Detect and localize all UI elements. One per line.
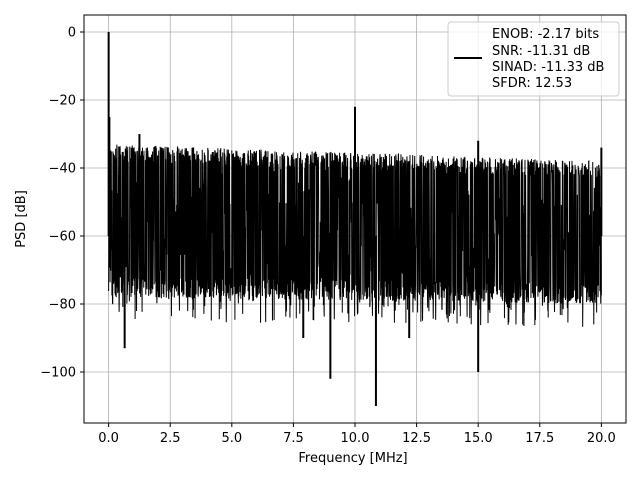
y-tick-label: −80 — [49, 298, 76, 313]
x-tick-label: 5.0 — [221, 431, 242, 446]
spikes — [107, 32, 603, 406]
x-tick-label: 0.0 — [98, 431, 119, 446]
y-tick-label: −40 — [49, 162, 76, 177]
x-tick-label: 2.5 — [160, 431, 181, 446]
legend-box — [447, 21, 620, 97]
legend: ENOB: -2.17 bits SNR: -11.31 dB SINAD: -… — [447, 21, 620, 97]
y-tick-label: −100 — [40, 366, 76, 381]
y-axis-ticks: 0 −20 −40 −60 −80 −100 — [40, 26, 84, 381]
y-axis-label: PSD [dB] — [14, 190, 29, 248]
legend-line-snr: SNR: -11.31 dB — [492, 44, 590, 59]
x-tick-label: 12.5 — [402, 431, 431, 446]
x-axis-ticks: 0.0 2.5 5.0 7.5 10.0 12.5 15.0 17.5 20.0 — [98, 423, 616, 446]
legend-line-enob: ENOB: -2.17 bits — [492, 27, 599, 42]
y-tick-label: −20 — [49, 94, 76, 109]
legend-line-sinad: SINAD: -11.33 dB — [492, 60, 604, 75]
y-tick-label: −60 — [49, 230, 76, 245]
x-tick-label: 20.0 — [587, 431, 616, 446]
x-axis-label: Frequency [MHz] — [298, 451, 407, 466]
y-tick-label: 0 — [68, 26, 76, 41]
x-tick-label: 15.0 — [464, 431, 493, 446]
x-tick-label: 10.0 — [341, 431, 370, 446]
legend-line-sfdr: SFDR: 12.53 — [492, 76, 572, 91]
x-tick-label: 17.5 — [525, 431, 554, 446]
x-tick-label: 7.5 — [283, 431, 304, 446]
